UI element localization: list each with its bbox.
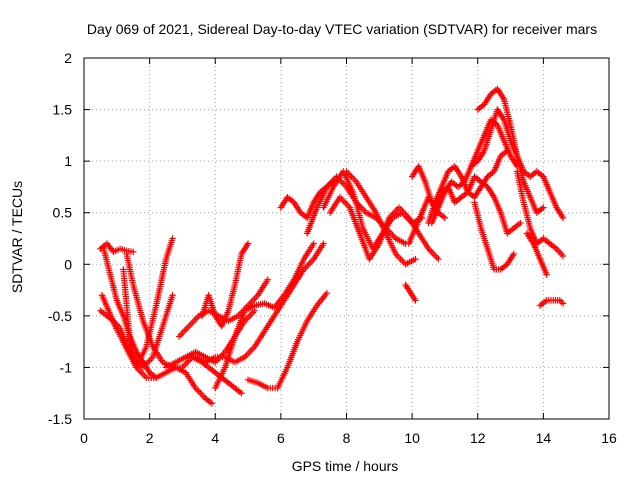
axis-ticks: 0 2 4 6 8 10 12 14 16 -1.5 -1 -0.5 0 0.5 1 1.5 2	[48, 50, 617, 446]
y-tick-label: -1.5	[48, 411, 72, 427]
x-tick-label: 10	[404, 430, 420, 446]
data-point	[264, 276, 271, 283]
x-tick-label: 6	[277, 430, 285, 446]
series-arc-24	[471, 199, 518, 273]
data-point	[441, 214, 449, 222]
data-point	[559, 252, 567, 260]
data-point	[510, 250, 518, 258]
series-arc-03	[98, 235, 176, 371]
data-point	[169, 235, 176, 242]
y-tick-label: 0.5	[53, 205, 73, 221]
y-tick-label: 0	[64, 256, 72, 272]
y-tick-label: 1	[64, 153, 72, 169]
x-tick-label: 2	[146, 430, 154, 446]
series-arc-11	[212, 240, 317, 392]
series-arc-05	[120, 266, 216, 407]
y-tick-label: -0.5	[48, 308, 72, 324]
data-point	[130, 248, 137, 256]
series-arc-22	[467, 106, 567, 222]
x-tick-label: 4	[211, 430, 219, 446]
chart-title: Day 069 of 2021, Sidereal Day-to-day VTE…	[87, 21, 597, 37]
series-arc-27	[536, 297, 567, 309]
series-arc-01	[97, 240, 137, 256]
series-arc-02	[97, 292, 176, 371]
data-point	[540, 204, 547, 211]
series-arc-26	[523, 230, 550, 278]
data-marks	[97, 85, 567, 407]
data-point	[412, 297, 419, 304]
data-point	[517, 219, 524, 227]
series-arc-17	[343, 168, 419, 268]
series-arc-09	[198, 240, 252, 330]
series-arc-23	[474, 85, 547, 216]
x-tick-label: 14	[536, 430, 552, 446]
data-point	[238, 390, 245, 397]
data-point	[543, 271, 550, 278]
data-point	[435, 255, 442, 263]
series-arc-20	[425, 147, 511, 227]
data-point	[412, 255, 419, 263]
x-axis-label: GPS time / hours	[292, 458, 399, 474]
data-point	[310, 240, 317, 247]
series-arc-12	[244, 289, 331, 392]
data-point	[244, 240, 252, 247]
data-point	[559, 214, 567, 222]
y-tick-label: 1.5	[53, 102, 73, 118]
x-tick-label: 0	[80, 430, 88, 446]
series-arc-04	[100, 245, 160, 381]
y-tick-label: 2	[64, 50, 72, 66]
data-point	[320, 240, 327, 247]
x-tick-label: 8	[343, 430, 351, 446]
data-point	[169, 292, 176, 299]
data-point	[559, 300, 567, 307]
data-point	[323, 289, 331, 297]
data-point	[208, 400, 216, 407]
y-axis-label: SDTVAR / TECUs	[9, 181, 25, 293]
y-tick-label: -1	[60, 359, 73, 375]
x-tick-label: 12	[470, 430, 486, 446]
grid	[84, 58, 609, 419]
x-tick-label: 16	[601, 430, 617, 446]
series-arc-25	[513, 168, 567, 260]
series-arc-16	[326, 194, 442, 263]
series-arc-28	[402, 281, 419, 304]
